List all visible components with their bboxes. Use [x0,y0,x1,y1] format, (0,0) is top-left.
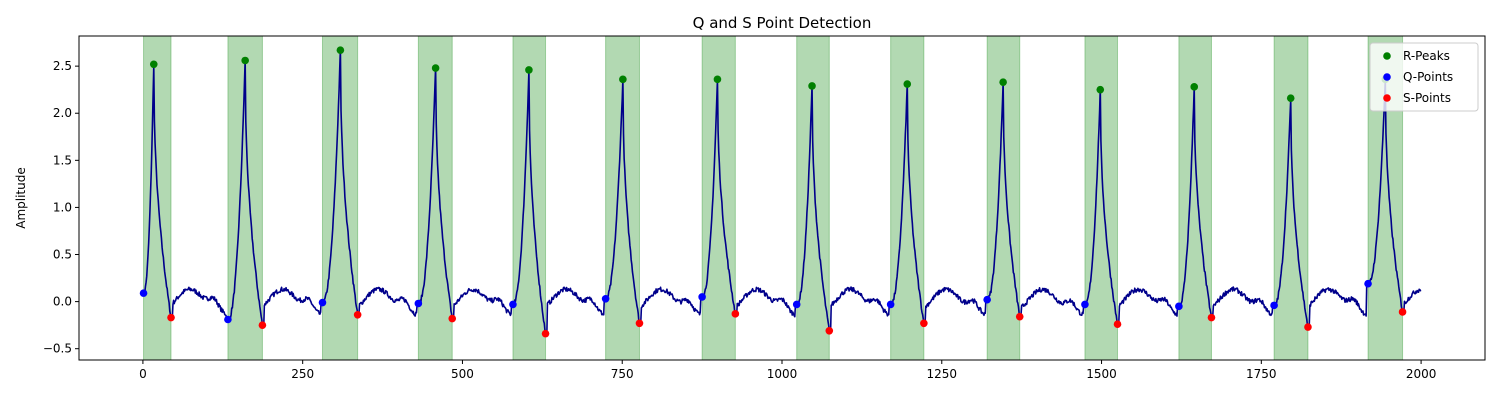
x-tick-label: 250 [291,367,314,381]
qrs-span [1273,35,1309,361]
x-tick-label: 2000 [1406,367,1437,381]
r-peak-marker [149,60,158,69]
y-tick-label: 1.5 [53,153,72,167]
x-tick-label: 1000 [767,367,798,381]
legend-box [1369,42,1479,112]
r-peak-marker [713,75,722,84]
s-point-marker [1113,320,1122,329]
y-axis: −0.5 0.0 0.5 1.0 1.5 2.0 2.5 [43,59,79,356]
r-peak-marker [336,46,345,54]
q-point-marker [414,299,423,308]
q-point-marker [224,315,232,324]
qrs-span [417,35,453,361]
y-tick-label: 1.0 [53,200,72,214]
q-point-marker [318,298,327,307]
s-point-marker [1398,308,1407,316]
r-peak-marker [525,66,533,74]
s-point-legend-marker [1383,94,1391,102]
r-peak-marker [808,82,816,90]
r-peak-marker [903,80,912,88]
r-peak-legend-marker [1383,52,1391,60]
s-point-marker [1304,323,1312,331]
s-point-marker [1015,312,1024,321]
x-tick-label: 1250 [926,367,957,381]
r-peak-marker [431,64,440,72]
signal-layer [142,47,1422,337]
s-point-marker [635,319,644,328]
r-peak-marker [1190,83,1199,91]
s-point-marker [1207,313,1216,322]
s-point-marker [353,310,362,319]
legend: R-Peaks Q-Points S-Points [1369,42,1479,112]
q-point-marker [698,293,706,301]
r-peak-marker [1096,85,1105,94]
y-axis-label: Amplitude [14,167,28,229]
s-point-marker [541,329,550,338]
x-tick-label: 750 [611,367,634,381]
q-point-marker [886,300,895,309]
qrs-span [796,35,830,361]
r-peak-marker [1286,94,1295,102]
q-point-marker [1364,279,1372,288]
q-point-marker [601,294,610,303]
legend-label: Q-Points [1403,70,1453,84]
qrs-span [701,35,736,361]
x-tick-label: 0 [139,367,147,381]
q-point-marker [983,295,991,304]
q-point-marker [509,300,517,309]
y-tick-label: 0.5 [53,248,72,262]
s-point-marker [258,321,267,329]
s-point-marker [825,327,834,335]
q-point-marker [792,300,801,309]
chart-title: Q and S Point Detection [693,14,872,32]
y-tick-label: 2.5 [53,59,72,73]
ecg-signal-line [142,47,1422,337]
y-tick-label: −0.5 [43,342,72,356]
qrs-span [1084,35,1119,361]
q-point-marker [1175,302,1183,311]
x-axis: 0 250 500 750 1000 1250 1500 1750 2000 [139,360,1436,381]
q-point-legend-marker [1383,73,1391,81]
r-peak-marker [241,56,249,65]
s-point-marker [448,314,457,323]
y-tick-label: 0.0 [53,295,72,309]
q-point-marker [139,289,148,297]
legend-label: S-Points [1403,91,1451,105]
y-tick-label: 2.0 [53,106,72,120]
q-point-marker [1081,300,1089,309]
x-tick-label: 1500 [1086,367,1117,381]
x-tick-label: 1750 [1246,367,1277,381]
x-tick-label: 500 [451,367,474,381]
s-point-marker [920,319,928,328]
s-point-marker [731,310,740,318]
q-point-marker [1270,301,1278,310]
s-point-marker [167,313,175,322]
r-peak-marker [619,75,627,84]
legend-label: R-Peaks [1403,49,1450,63]
r-peak-marker [999,78,1007,86]
